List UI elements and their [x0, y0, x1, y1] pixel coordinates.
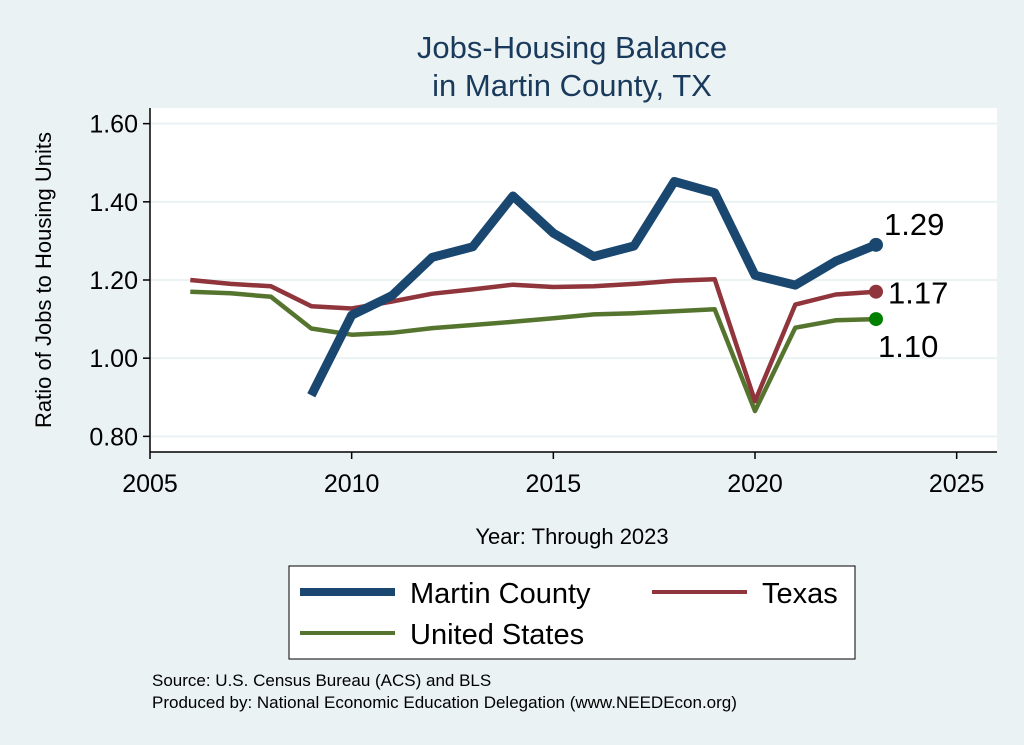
legend-label-united-states: United States — [410, 619, 584, 651]
x-tick-label: 2020 — [727, 470, 783, 498]
x-tick-label: 2010 — [324, 470, 380, 498]
chart-title-line-1: Jobs-Housing Balance — [417, 30, 727, 65]
series-line-martin-county — [307, 177, 878, 398]
end-point-martin-county — [869, 237, 883, 252]
x-axis-label: Year: Through 2023 — [475, 524, 668, 549]
x-tick-label: 2005 — [122, 470, 178, 498]
legend: Martin County Texas United States — [288, 565, 856, 660]
x-tick-label: 2015 — [526, 470, 582, 498]
end-label-united-states: 1.10 — [878, 329, 938, 364]
legend-label-martin-county: Martin County — [410, 578, 591, 610]
axes: 0.80 1.00 1.20 1.40 1.60 2005 2010 2015 2020 2025 — [89, 108, 997, 498]
series-line-united-states — [190, 289, 877, 414]
gridlines — [150, 122, 997, 438]
end-label-martin-county: 1.29 — [884, 207, 944, 242]
y-tick-label: 1.60 — [89, 111, 138, 139]
x-tick-label: 2025 — [929, 470, 985, 498]
source-note: Source: U.S. Census Bureau (ACS) and BLS — [152, 671, 491, 690]
y-tick-label: 1.40 — [89, 189, 138, 217]
producer-note: Produced by: National Economic Education… — [152, 693, 737, 712]
legend-label-texas: Texas — [762, 578, 838, 610]
legend-box — [288, 565, 856, 660]
end-points: 1.29 1.17 1.10 — [869, 207, 948, 364]
chart-title-line-2: in Martin County, TX — [432, 68, 712, 103]
series-lines — [190, 177, 878, 414]
series-line-texas — [190, 276, 877, 404]
y-tick-label: 0.80 — [89, 423, 138, 451]
end-point-united-states — [869, 312, 883, 327]
end-point-texas — [869, 284, 883, 299]
y-tick-label: 1.20 — [89, 267, 138, 295]
y-tick-label: 1.00 — [89, 345, 138, 373]
end-label-texas: 1.17 — [888, 276, 948, 311]
y-axis-label: Ratio of Jobs to Housing Units — [31, 132, 56, 428]
